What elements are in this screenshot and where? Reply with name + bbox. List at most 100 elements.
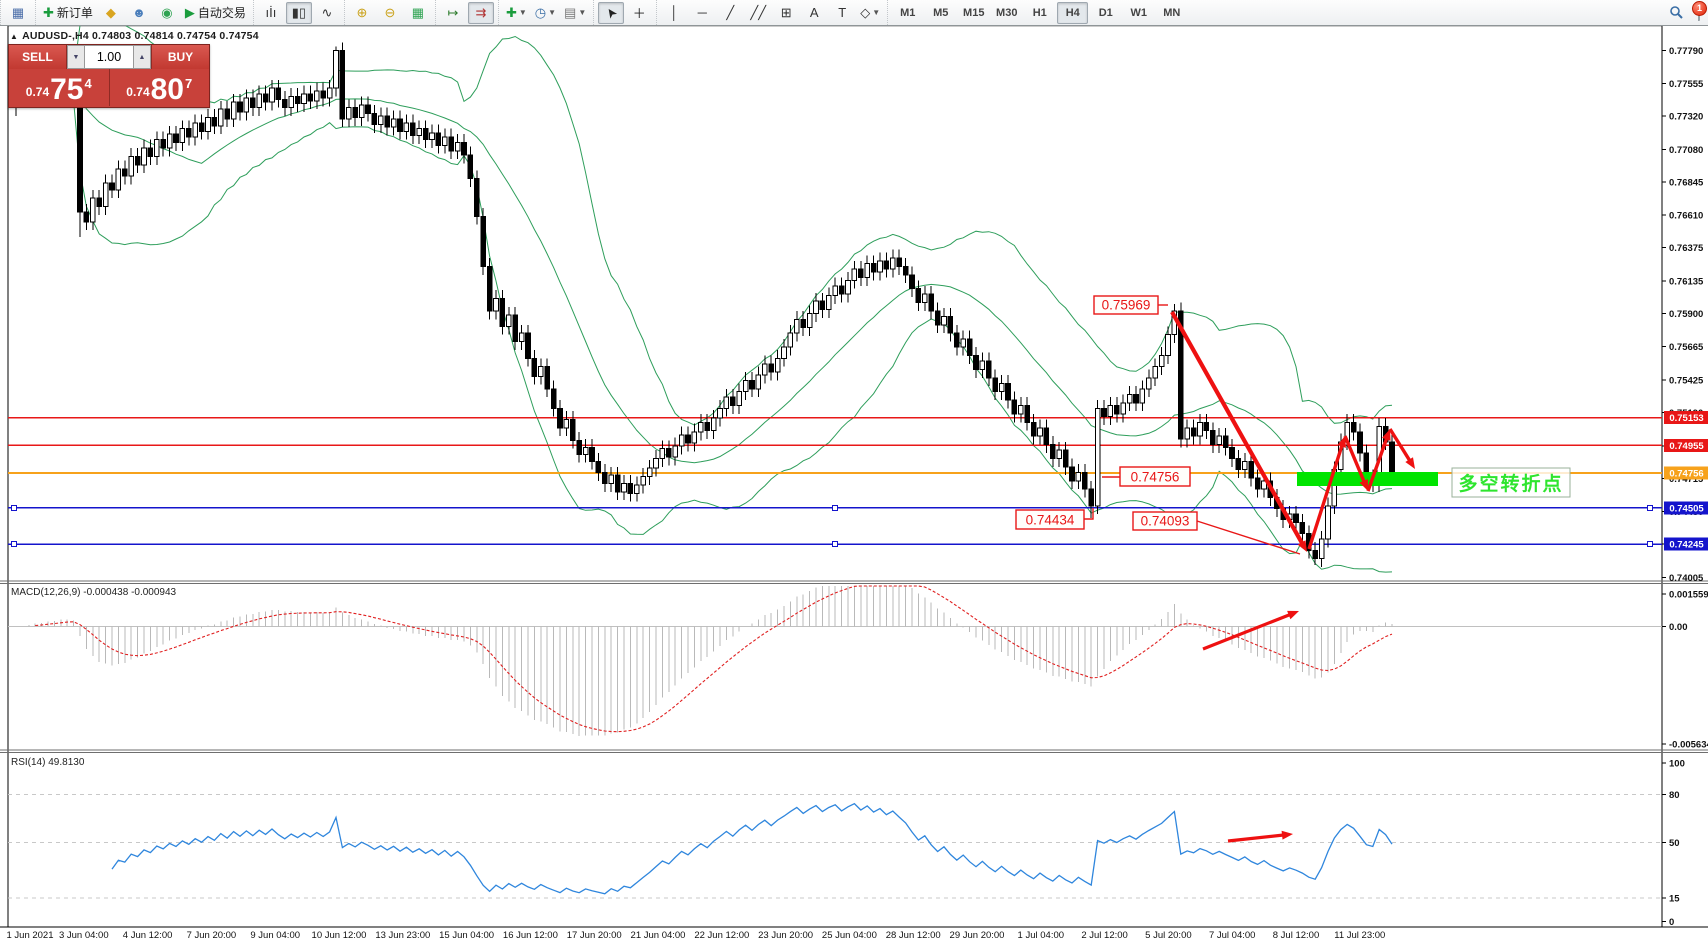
chart-window-icon[interactable]: ▦ [5, 2, 31, 24]
buy-price[interactable]: 0.74 80 7 [126, 73, 193, 106]
sell-button[interactable]: SELL [9, 45, 67, 69]
svg-text:0.00: 0.00 [1669, 622, 1688, 633]
autotrade-icon: ▶ [184, 4, 195, 20]
metaeditor-icon[interactable]: ◆ [98, 2, 124, 24]
cursor-icon: ➤ [601, 4, 621, 22]
new-order-icon: ✚ [43, 4, 54, 20]
svg-text:16 Jun 12:00: 16 Jun 12:00 [503, 930, 558, 941]
notifications-icon[interactable]: 1 [1692, 0, 1707, 21]
search-icon[interactable] [1663, 2, 1689, 24]
zoom-in-icon[interactable]: ⊕ [349, 2, 375, 24]
timeframe-d1[interactable]: D1 [1098, 6, 1113, 19]
horizontal-line[interactable]: 0.74955 [8, 438, 1708, 452]
macd-indicator-label: MACD(12,26,9) -0.000438 -0.000943 [11, 587, 177, 598]
cn-annotation[interactable]: 多空转折点 [1451, 467, 1571, 498]
price-chart[interactable]: 0.77790 0.77555 0.77320 0.77080 0.76845 0.766… [0, 26, 1708, 943]
shapes-icon[interactable]: ◇ ▼ [860, 4, 881, 20]
svg-text:1 Jul 04:00: 1 Jul 04:00 [1018, 930, 1064, 941]
trend-arrow[interactable] [1307, 436, 1346, 550]
vertical-line-icon[interactable]: │ [661, 2, 687, 24]
crosshair-icon[interactable]: ＋ [626, 2, 652, 24]
candlestick-icon[interactable]: ▮▯ [285, 1, 312, 24]
fibonacci-icon[interactable]: ╱╱ [745, 2, 771, 24]
tile-windows-icon: ▦ [411, 4, 425, 20]
svg-text:0.75900: 0.75900 [1669, 309, 1703, 320]
svg-text:0.74955: 0.74955 [1669, 441, 1704, 452]
notification-badge: 1 [1692, 0, 1707, 16]
svg-text:100: 100 [1669, 759, 1685, 770]
svg-text:1 Jun 2021: 1 Jun 2021 [6, 930, 53, 941]
volume-down-stepper[interactable]: ▼ [67, 45, 85, 69]
indicators-add-icon: ✚ [505, 4, 517, 20]
price-tag[interactable]: 0.74756 [1102, 466, 1191, 487]
trend-arrow[interactable] [1170, 310, 1307, 552]
svg-text:5 Jul 20:00: 5 Jul 20:00 [1145, 930, 1191, 941]
collapse-triangle-icon[interactable]: ▲ [10, 32, 19, 41]
timeframe-m1[interactable]: M1 [900, 6, 916, 19]
grid-icon[interactable]: ⊞ [773, 2, 799, 24]
svg-text:8 Jul 12:00: 8 Jul 12:00 [1273, 930, 1319, 941]
autotrade-icon[interactable]: ▶ 自动交易 [184, 4, 246, 21]
timeframe-h1[interactable]: H1 [1032, 6, 1047, 19]
chart-shift-icon: ⇉ [475, 4, 487, 20]
horizontal-line-icon[interactable]: ─ [689, 2, 715, 24]
autoscroll-icon[interactable]: ↦ [440, 2, 466, 24]
macd-signal-line [35, 585, 1393, 733]
svg-text:21 Jun 04:00: 21 Jun 04:00 [631, 930, 686, 941]
timeframe-m5[interactable]: M5 [933, 6, 949, 19]
svg-text:-0.005634: -0.005634 [1669, 739, 1708, 750]
trend-arrow[interactable] [1227, 830, 1293, 843]
trendline-icon[interactable]: ╱ [717, 2, 743, 24]
timeframe-m15[interactable]: M15 [963, 6, 985, 19]
timeframe-m30[interactable]: M30 [996, 6, 1018, 19]
svg-text:0.76135: 0.76135 [1669, 277, 1704, 288]
timeframe-h4[interactable]: H4 [1057, 1, 1089, 24]
navigator-icon: ☻ [132, 5, 146, 20]
trend-arrow[interactable] [1343, 435, 1368, 491]
zoom-out-icon[interactable]: ⊖ [377, 2, 403, 24]
tile-windows-icon[interactable]: ▦ [405, 2, 431, 24]
signals-icon[interactable]: ◉ [154, 2, 180, 24]
trend-arrow[interactable] [1388, 428, 1415, 469]
time-axis: 1 Jun 2021 3 Jun 04:00 4 Jun 12:00 7 Jun 20… [6, 930, 1385, 941]
new-order-icon[interactable]: ✚ 新订单 [43, 4, 93, 21]
trendline-icon: ╱ [726, 4, 735, 20]
bar-chart-icon[interactable]: ıİı [258, 2, 284, 24]
buy-button[interactable]: BUY [151, 45, 209, 69]
trend-arrow[interactable] [1202, 610, 1299, 651]
volume-input[interactable]: 1.00 [85, 45, 133, 69]
fibonacci-icon: ╱╱ [750, 4, 767, 20]
timeframe-w1[interactable]: W1 [1130, 6, 1148, 19]
timeframe-mn[interactable]: MN [1163, 6, 1181, 19]
zoom-out-icon: ⊖ [384, 4, 396, 20]
indicators-add-icon[interactable]: ✚ ▼ [505, 4, 527, 20]
horizontal-line[interactable]: 0.74505 [8, 501, 1708, 515]
svg-text:17 Jun 20:00: 17 Jun 20:00 [567, 930, 622, 941]
price-tag[interactable]: 0.74434 [1015, 508, 1094, 530]
line-chart-icon[interactable]: ∿ [314, 2, 340, 24]
trend-arrow[interactable] [1366, 429, 1391, 492]
price-tag[interactable]: 0.74093 [1132, 511, 1301, 555]
horizontal-line[interactable]: 0.74245 [8, 537, 1708, 551]
volume-up-stepper[interactable]: ▲ [133, 45, 151, 69]
candlestick-icon: ▮▯ [291, 4, 307, 20]
chart-shift-icon[interactable]: ⇉ [467, 1, 494, 24]
text-icon: A [809, 5, 819, 20]
svg-text:0.77555: 0.77555 [1669, 79, 1704, 90]
line-chart-icon: ∿ [321, 4, 333, 20]
price-tag[interactable]: 0.75969 [1093, 295, 1168, 315]
periods-icon[interactable]: ◷ ▼ [534, 4, 557, 20]
svg-text:7 Jun 20:00: 7 Jun 20:00 [187, 930, 237, 941]
text-label-icon: T [838, 5, 847, 20]
svg-text:0.76610: 0.76610 [1669, 210, 1703, 221]
navigator-icon[interactable]: ☻ [126, 2, 152, 24]
text-icon[interactable]: A [801, 2, 827, 24]
templates-icon[interactable]: ▤ ▼ [564, 4, 587, 20]
periods-icon: ◷ [534, 4, 547, 20]
sell-price[interactable]: 0.74 75 4 [9, 69, 110, 106]
cursor-icon[interactable]: ➤ [598, 1, 625, 24]
rsi-indicator-label: RSI(14) 49.8130 [11, 757, 85, 768]
horizontal-line[interactable]: 0.75153 [8, 411, 1708, 425]
text-label-icon[interactable]: T [829, 2, 855, 24]
svg-text:50: 50 [1669, 838, 1680, 849]
